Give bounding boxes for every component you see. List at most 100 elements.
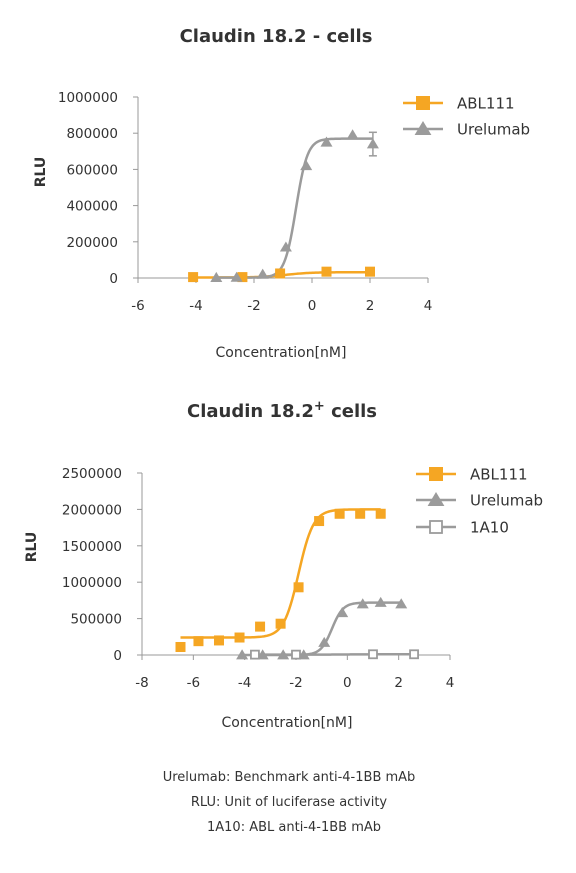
data-point-urelumab	[210, 271, 223, 282]
data-point-abl111	[234, 632, 245, 643]
x-tick-label: -4	[238, 675, 251, 691]
data-point-urelumab	[300, 160, 313, 171]
data-points	[188, 129, 379, 283]
legend-marker	[427, 491, 445, 507]
data-point-1a10	[409, 649, 419, 660]
axes: 0 500000 1000000 1500000 2000000 2500000 -8 -6 -…	[62, 466, 454, 691]
legend-marker	[414, 120, 432, 136]
chart-title-suffix: cells	[325, 401, 377, 422]
data-point-urelumab	[277, 649, 290, 660]
legend-marker	[416, 96, 430, 110]
chart-title-superscript: +	[314, 399, 325, 414]
legend-item-1a10: 1A10	[416, 519, 509, 537]
data-point-abl111	[375, 508, 386, 519]
data-points	[175, 508, 419, 660]
x-tick-label: -6	[187, 675, 200, 691]
chart-title: Claudin 18.2+ cells	[187, 399, 377, 423]
x-axis-label: Concentration[nM]	[216, 345, 347, 361]
data-point-abl111	[293, 582, 304, 593]
data-point-urelumab	[320, 136, 333, 147]
legend-label: ABL111	[457, 95, 515, 113]
x-tick-label: 2	[394, 675, 403, 691]
legend-item-abl111: ABL111	[416, 466, 528, 484]
data-point-abl111	[193, 636, 204, 647]
footnote-1a10: 1A10: ABL anti-4-1BB mAb	[207, 820, 381, 835]
legend-label: ABL111	[470, 466, 528, 484]
data-point-abl111	[255, 621, 266, 632]
data-point-urelumab	[395, 598, 408, 609]
legend-label: Urelumab	[457, 121, 530, 139]
y-tick-label: 1000000	[58, 90, 118, 106]
y-tick-label: 600000	[66, 162, 118, 178]
data-point-abl111	[188, 272, 199, 283]
legend-marker	[429, 467, 443, 481]
data-point-abl111	[314, 516, 325, 527]
y-tick-label: 0	[109, 271, 118, 287]
footnote-urelumab: Urelumab: Benchmark anti-4-1BB mAb	[163, 770, 416, 785]
axes: 0 200000 400000 600000 800000 1000000 -6 -4 -2 0 2…	[58, 90, 432, 314]
data-point-urelumab	[336, 607, 349, 618]
x-tick-label: 0	[308, 298, 317, 314]
chart-title: Claudin 18.2 - cells	[180, 26, 373, 47]
fit-curve-abl111	[180, 508, 381, 639]
chart-claudin-positive: Claudin 18.2+ cells RLU Concentration[nM…	[24, 399, 543, 732]
x-tick-label: 2	[366, 298, 375, 314]
data-point-urelumab	[318, 636, 331, 647]
y-tick-label: 0	[113, 648, 122, 664]
footnotes: Urelumab: Benchmark anti-4-1BB mAb RLU: …	[163, 770, 416, 835]
x-tick-label: -2	[289, 675, 302, 691]
data-point-1a10	[250, 649, 260, 660]
data-point-abl111	[237, 272, 248, 283]
y-tick-label: 400000	[66, 199, 118, 215]
y-tick-label: 800000	[66, 126, 118, 142]
data-point-urelumab	[346, 129, 359, 140]
data-point-1a10	[291, 649, 301, 660]
data-point-abl111	[214, 635, 224, 646]
legend-marker	[429, 520, 443, 534]
y-tick-label: 200000	[66, 235, 118, 251]
data-point-abl111	[355, 508, 366, 519]
x-tick-label: -2	[247, 298, 260, 314]
legend-item-urelumab: Urelumab	[403, 121, 530, 139]
fit-curve-urelumab	[216, 137, 373, 279]
data-point-abl111	[365, 266, 375, 277]
y-tick-label: 2000000	[62, 502, 122, 518]
y-axis-label: RLU	[33, 157, 49, 188]
data-point-urelumab	[374, 596, 387, 607]
legend-label: Urelumab	[470, 492, 543, 510]
legend-label: 1A10	[470, 519, 509, 537]
x-tick-label: -6	[131, 298, 144, 314]
data-point-abl111	[275, 618, 286, 629]
x-tick-label: 0	[343, 675, 352, 691]
data-point-abl111	[321, 266, 332, 277]
data-point-urelumab	[256, 268, 269, 279]
legend: ABL111 Urelumab 1A10	[416, 466, 543, 537]
y-tick-label: 2500000	[62, 466, 122, 482]
footnote-rlu: RLU: Unit of luciferase activity	[191, 795, 388, 810]
x-tick-label: -8	[135, 675, 148, 691]
y-axis-label: RLU	[24, 532, 40, 563]
x-tick-label: 4	[446, 675, 455, 691]
x-tick-label: 4	[424, 298, 433, 314]
y-tick-label: 500000	[70, 612, 122, 628]
data-point-urelumab	[230, 271, 243, 282]
data-point-urelumab	[236, 649, 249, 660]
legend: ABL111 Urelumab	[403, 95, 530, 139]
x-axis-label: Concentration[nM]	[222, 715, 353, 731]
data-point-urelumab	[366, 138, 379, 149]
chart-claudin-negative: Claudin 18.2 - cells RLU Concentration[n…	[33, 26, 530, 361]
x-tick-label: -4	[189, 298, 202, 314]
legend-item-abl111: ABL111	[403, 95, 515, 113]
fit-curve-urelumab	[242, 601, 402, 657]
data-point-abl111	[334, 508, 345, 519]
chart-title-main: Claudin 18.2	[187, 401, 314, 422]
legend-item-urelumab: Urelumab	[416, 492, 543, 510]
data-point-abl111	[275, 268, 286, 279]
data-point-abl111	[175, 641, 186, 652]
data-point-urelumab	[356, 598, 369, 609]
data-point-1a10	[368, 649, 378, 660]
y-tick-label: 1500000	[62, 539, 122, 555]
fit-curves	[193, 137, 373, 279]
fit-curves	[180, 508, 415, 657]
